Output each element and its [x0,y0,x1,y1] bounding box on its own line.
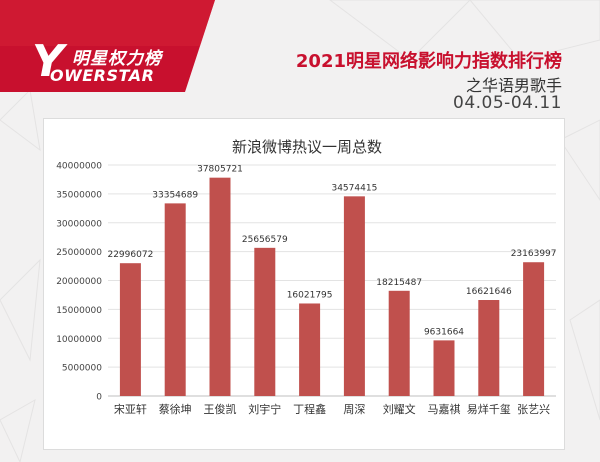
bar [254,247,276,396]
bar-value-label: 22996072 [107,250,153,260]
bar-value-label: 16021795 [287,290,333,300]
bar-value-label: 16621646 [466,287,512,297]
bar-value-label: 18215487 [376,278,422,288]
x-tick-label: 周深 [343,403,365,416]
x-tick-label: 王俊凯 [204,402,237,416]
logo-chinese-text: 明星权力榜 [72,49,162,69]
y-tick-label: 35000000 [56,190,102,200]
x-tick-label: 易烊千玺 [467,402,511,416]
page-title: 2021明星网络影响力指数排行榜 [295,51,562,72]
bar [299,303,321,396]
x-tick-label: 马嘉祺 [428,402,461,416]
x-tick-label: 刘耀文 [383,402,416,416]
y-tick-label: 5000000 [62,364,102,374]
chart-title: 新浪微博热议一周总数 [232,138,382,156]
bar [388,290,410,396]
bar-value-label: 25656579 [242,235,288,245]
bar [478,300,500,396]
y-tick-label: 40000000 [56,162,102,172]
bar-value-label: 9631664 [424,327,464,337]
x-tick-label: 丁程鑫 [293,402,326,416]
y-tick-label: 0 [96,393,102,403]
bar [119,263,141,396]
logo-y-mark: Y [32,36,64,87]
page-subtitle: 之华语男歌手 [465,76,562,95]
bar [209,177,231,396]
y-tick-label: 20000000 [56,277,102,287]
bar-chart: 新浪微博热议一周总数 0 5000000 10000000 15000000 20000… [56,138,557,416]
logo-english-text: OWERSTAR [50,66,155,85]
date-range: 04.05-04.11 [453,93,562,113]
chart-card: 新浪微博热议一周总数 0 5000000 10000000 15000000 20000… [43,118,565,450]
bar-value-label: 34574415 [331,183,377,193]
bar [343,196,365,396]
y-tick-label: 10000000 [56,335,102,345]
x-tick-label: 蔡徐坤 [159,402,192,416]
bar-value-label: 33354689 [152,190,198,200]
y-tick-label: 30000000 [56,219,102,229]
logo-banner [0,0,215,92]
y-tick-label: 15000000 [56,306,102,316]
bar-value-label: 37805721 [197,165,243,175]
bar-value-label: 23163997 [511,249,557,259]
bar [523,262,545,396]
bar [164,203,186,396]
x-tick-label: 张艺兴 [517,403,550,416]
y-tick-label: 25000000 [56,248,102,258]
bar [433,340,455,396]
x-tick-label: 刘宇宁 [248,402,281,416]
x-tick-label: 宋亚轩 [114,402,147,416]
